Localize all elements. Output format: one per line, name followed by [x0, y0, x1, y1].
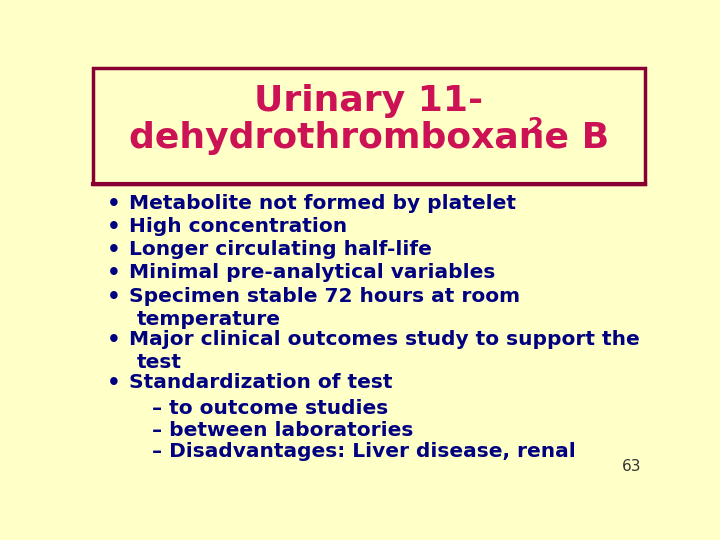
- Text: test: test: [137, 353, 181, 372]
- Text: Specimen stable 72 hours at room: Specimen stable 72 hours at room: [129, 287, 520, 306]
- Text: •: •: [107, 217, 121, 237]
- Text: Standardization of test: Standardization of test: [129, 373, 392, 392]
- Text: Minimal pre-analytical variables: Minimal pre-analytical variables: [129, 264, 495, 282]
- Text: Major clinical outcomes study to support the: Major clinical outcomes study to support…: [129, 330, 639, 349]
- Text: – between laboratories: – between laboratories: [152, 421, 413, 440]
- Text: Longer circulating half-life: Longer circulating half-life: [129, 240, 431, 259]
- Text: •: •: [107, 264, 121, 284]
- Text: 2: 2: [527, 117, 542, 137]
- Text: •: •: [107, 240, 121, 260]
- Text: •: •: [107, 373, 121, 393]
- Text: Urinary 11-: Urinary 11-: [254, 84, 484, 118]
- Text: High concentration: High concentration: [129, 217, 347, 237]
- Text: •: •: [107, 330, 121, 350]
- Text: – Disadvantages: Liver disease, renal: – Disadvantages: Liver disease, renal: [152, 442, 576, 461]
- FancyBboxPatch shape: [93, 68, 645, 184]
- Text: temperature: temperature: [137, 309, 281, 329]
- Text: •: •: [107, 287, 121, 307]
- Text: •: •: [107, 194, 121, 214]
- Text: – to outcome studies: – to outcome studies: [152, 399, 388, 418]
- Text: dehydrothromboxane B: dehydrothromboxane B: [129, 121, 609, 155]
- Text: 63: 63: [622, 460, 642, 475]
- Text: Metabolite not formed by platelet: Metabolite not formed by platelet: [129, 194, 516, 213]
